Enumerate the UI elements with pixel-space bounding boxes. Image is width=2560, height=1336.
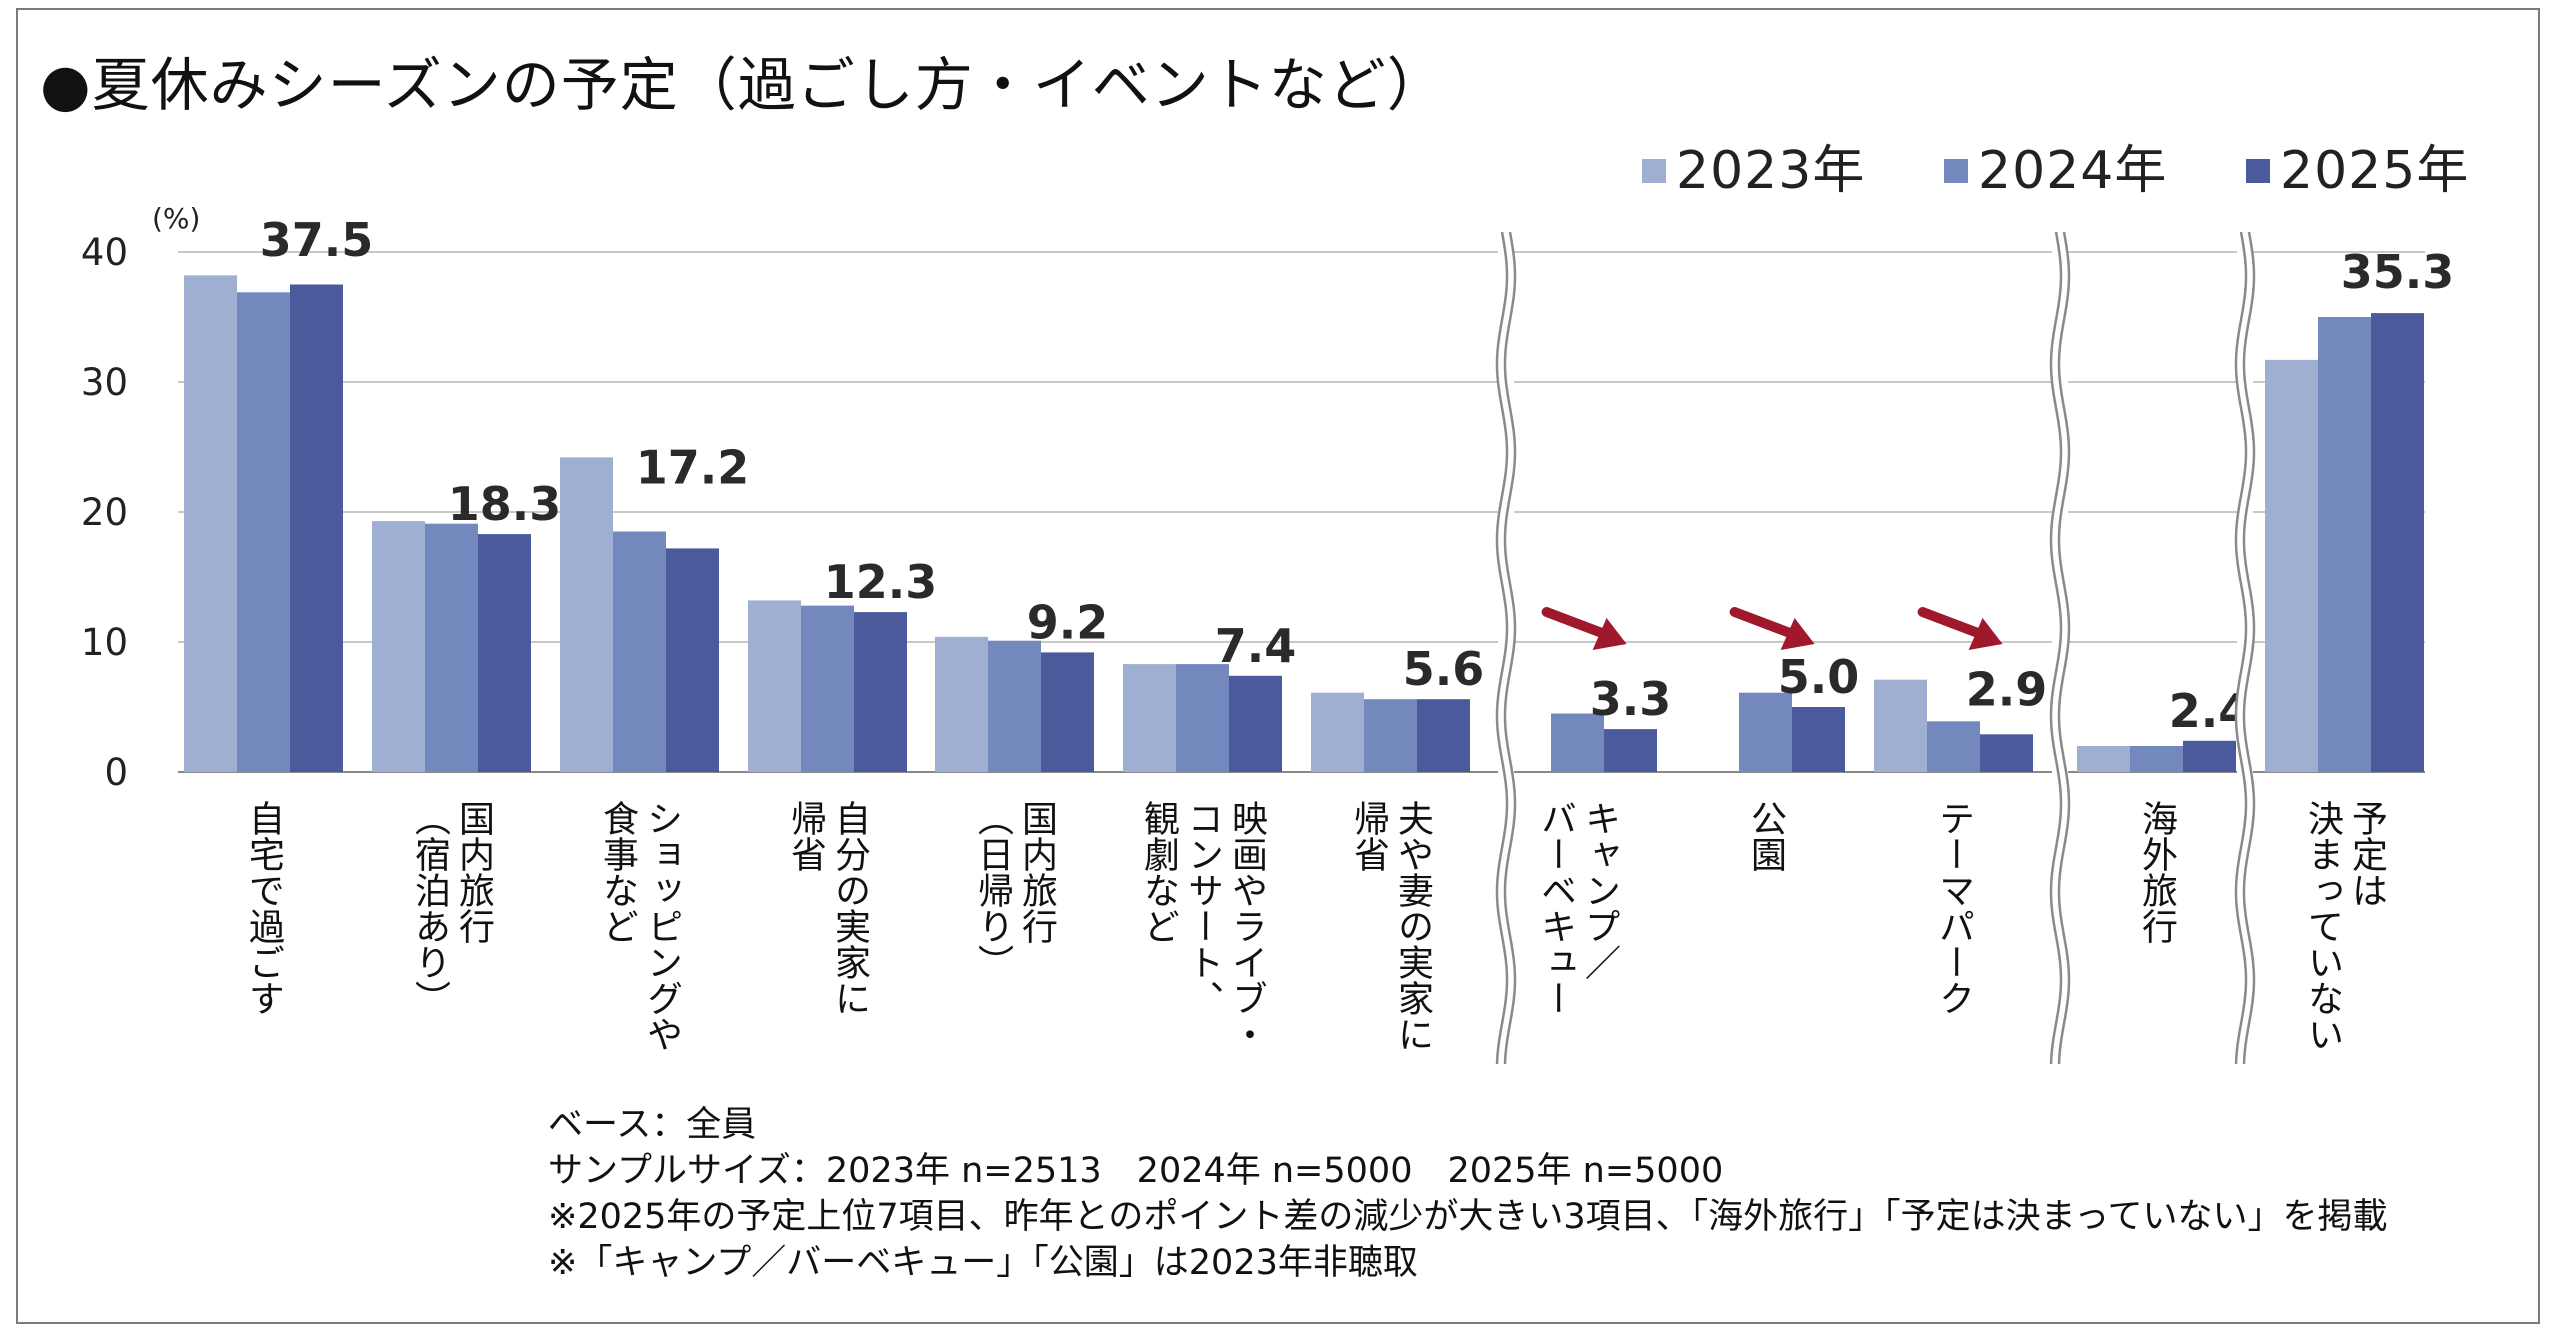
decrease-arrow-head	[1780, 618, 1815, 650]
bar-2	[801, 605, 854, 772]
data-label: 9.2	[1027, 595, 1109, 649]
legend-swatch	[2246, 159, 2270, 183]
category-label: 自宅で過ごす	[243, 800, 285, 1016]
data-label: 12.3	[824, 555, 938, 609]
category-label: 帰省	[1348, 800, 1389, 872]
y-tick-label: 0	[104, 751, 128, 794]
bar-1	[935, 636, 988, 772]
y-tick-label: 40	[81, 231, 128, 274]
bar-3	[2371, 313, 2424, 772]
data-label: 37.5	[260, 213, 374, 267]
decrease-arrow-head	[1968, 618, 2003, 650]
axis-break-line	[2242, 231, 2256, 1065]
category-label: ショッピングや	[641, 800, 682, 1052]
bar-2	[1551, 713, 1604, 772]
data-label: 5.0	[1778, 650, 1860, 704]
decrease-arrow-head	[1592, 618, 1627, 650]
note-sample-size: サンプルサイズ：2023年 n=2513 2024年 n=5000 2025年 …	[548, 1151, 1724, 1191]
category-label: 映画やライブ・	[1226, 800, 1267, 1052]
category-label: テーマパーク	[1933, 800, 1974, 1016]
data-label: 3.3	[1590, 672, 1672, 726]
bar-1	[560, 457, 613, 772]
bar-3	[2183, 740, 2236, 772]
data-label: 18.3	[448, 477, 562, 531]
data-label: 2.9	[1966, 663, 2048, 717]
bar-1	[2265, 359, 2318, 772]
legend-label: 2025年	[2280, 141, 2469, 201]
bar-3	[290, 284, 343, 772]
bar-1	[1123, 664, 1176, 772]
data-label: 17.2	[636, 440, 750, 494]
category-label: 食事など	[597, 800, 638, 944]
axis-break-line	[2049, 231, 2063, 1065]
note-not-asked: ※「キャンプ／バーベキュー」「公園」は2023年非聴取	[548, 1243, 1418, 1283]
category-label: 予定は	[2346, 800, 2387, 908]
bar-1	[2077, 746, 2130, 772]
bar-3	[1980, 734, 2033, 772]
axis-break-line	[1495, 231, 1509, 1065]
category-label: 自分の実家に	[829, 800, 870, 1016]
legend-label: 2024年	[1978, 141, 2167, 201]
data-label: 5.6	[1403, 642, 1485, 696]
decrease-arrow-shaft	[1729, 607, 1798, 639]
category-label: 公園	[1745, 800, 1786, 872]
bar-2	[2130, 746, 2183, 772]
bar-1	[1311, 692, 1364, 772]
category-label: （日帰り）	[972, 800, 1014, 980]
category-label: キャンプ／	[1579, 800, 1620, 980]
y-tick-label: 20	[81, 491, 128, 534]
axis-break-line	[2057, 231, 2071, 1065]
category-label: 観劇など	[1138, 800, 1179, 944]
note-selection: ※2025年の予定上位7項目、昨年とのポイント差の減少が大きい3項目、「海外旅行…	[548, 1197, 2388, 1237]
bar-2	[425, 523, 478, 772]
page-title: ●夏休みシーズンの予定（過ごし方・イベントなど）	[40, 51, 1446, 119]
bar-2	[1176, 664, 1229, 772]
bar-3	[1792, 707, 1845, 772]
bar-3	[666, 548, 719, 772]
bar-2	[1927, 721, 1980, 772]
legend-label: 2023年	[1676, 141, 1865, 201]
bar-1	[184, 275, 237, 772]
category-label: コンサート、	[1182, 800, 1223, 1016]
legend-swatch	[1944, 159, 1968, 183]
category-label: 決まっていない	[2302, 800, 2343, 1052]
bar-1	[1874, 679, 1927, 772]
bar-2	[1739, 692, 1792, 772]
legend-swatch	[1642, 159, 1666, 183]
category-label: 国内旅行	[453, 800, 495, 944]
decrease-arrow-shaft	[1917, 607, 1986, 639]
bar-2	[613, 531, 666, 772]
bar-1	[748, 600, 801, 772]
axis-break-line	[1503, 231, 1517, 1065]
bar-2	[988, 640, 1041, 772]
category-label: 帰省	[785, 800, 826, 872]
bar-2	[2318, 317, 2371, 772]
category-label: 夫や妻の実家に	[1392, 800, 1433, 1052]
bar-3	[1041, 652, 1094, 772]
notes: ベース：全員 サンプルサイズ：2023年 n=2513 2024年 n=5000…	[548, 1102, 2387, 1286]
bar-3	[1604, 729, 1657, 772]
category-label: 海外旅行	[2136, 800, 2178, 944]
y-tick-label: 10	[81, 621, 128, 664]
bar-3	[1229, 675, 1282, 772]
bar-2	[237, 292, 290, 772]
category-label: バーベキュー	[1535, 800, 1576, 1016]
bar-3	[478, 534, 531, 772]
y-tick-label: 30	[81, 361, 128, 404]
bar-2	[1364, 699, 1417, 772]
data-label: 7.4	[1215, 619, 1297, 673]
data-label: 35.3	[2341, 245, 2455, 299]
bar-1	[372, 521, 425, 772]
category-label: （宿泊あり）	[409, 800, 451, 1016]
note-base: ベース：全員	[548, 1105, 757, 1145]
decrease-arrow-shaft	[1541, 607, 1610, 639]
axis-break-line	[2234, 231, 2248, 1065]
bar-3	[854, 612, 907, 772]
category-label: 国内旅行	[1016, 800, 1058, 944]
bar-3	[1417, 699, 1470, 772]
y-unit-label: (%)	[152, 202, 200, 235]
